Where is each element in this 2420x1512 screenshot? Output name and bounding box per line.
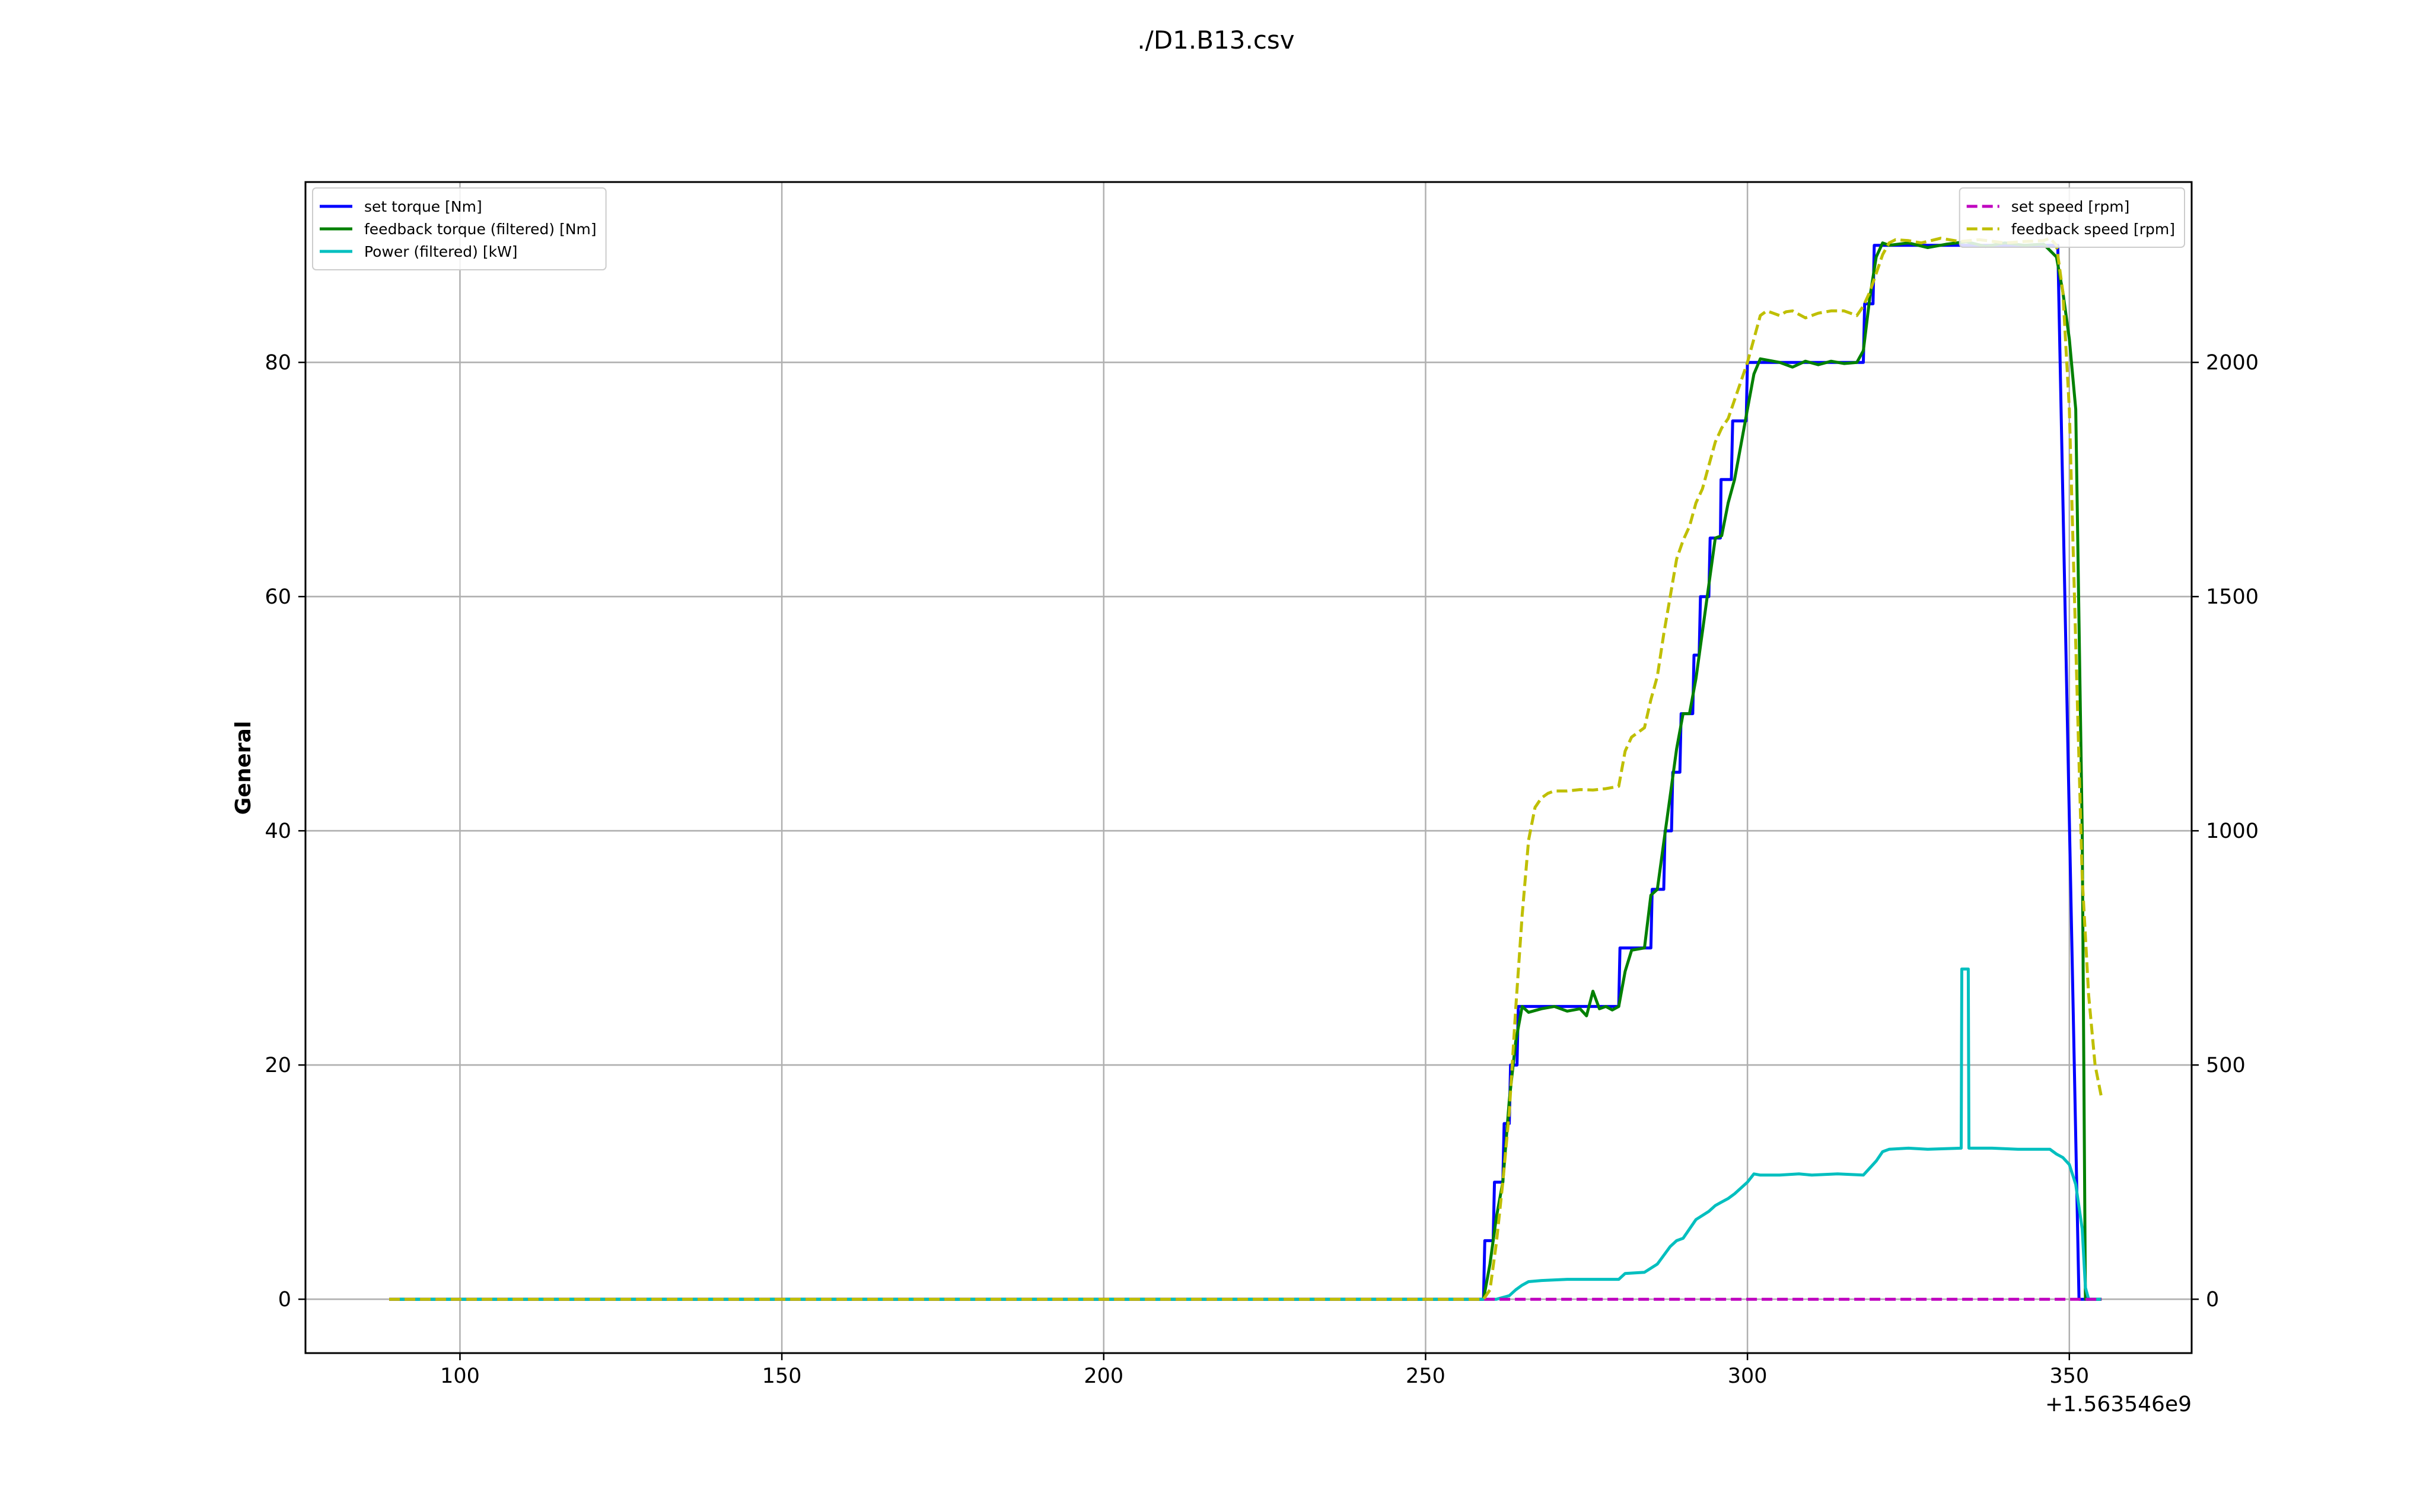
y-tick-label: 40 <box>265 819 291 843</box>
series-line-2 <box>389 967 2102 1301</box>
legend-left: set torque [Nm] feedback torque (filtered… <box>312 187 607 270</box>
y2-tick-label: 1000 <box>2206 819 2259 843</box>
series-line-0 <box>389 244 2102 1301</box>
y2-tick-label: 0 <box>2206 1288 2219 1312</box>
x-tick-label: 100 <box>440 1364 480 1388</box>
x-tick-label: 150 <box>762 1364 802 1388</box>
y-tick-label: 80 <box>265 351 291 375</box>
y2-tick-label: 500 <box>2206 1054 2246 1077</box>
y-tick-label: 60 <box>265 585 291 609</box>
x-tick-label: 250 <box>1406 1364 1445 1388</box>
plot-frame <box>304 181 2193 1354</box>
grid-lines <box>305 182 2192 1353</box>
legend-label: set torque [Nm] <box>364 198 482 215</box>
legend-label: feedback speed [rpm] <box>2011 221 2175 238</box>
x-tick-label: 300 <box>1728 1364 1768 1388</box>
series-line-4 <box>389 237 2103 1301</box>
x-tick-label: 200 <box>1084 1364 1123 1388</box>
legend-label: set speed [rpm] <box>2011 198 2130 215</box>
y-axis-label: General <box>231 721 256 815</box>
legend-left-box <box>312 187 607 270</box>
series-lines <box>389 237 2103 1301</box>
y-tick-label: 20 <box>265 1054 291 1077</box>
axes: 100 150 200 250 300 350 0 20 40 60 80 0 500 1000 1500 2… <box>265 351 2259 1388</box>
x-tick-label: 350 <box>2049 1364 2089 1388</box>
y2-tick-label: 2000 <box>2206 351 2259 375</box>
series-line-1 <box>389 240 2102 1301</box>
y2-tick-label: 1500 <box>2206 585 2259 609</box>
legend-right-box <box>1959 187 2185 248</box>
legend-label: Power (filtered) [kW] <box>364 243 518 260</box>
x-offset-label: +1.563546e9 <box>2045 1392 2192 1417</box>
legend-right: set speed [rpm] feedback speed [rpm] <box>1959 187 2185 248</box>
y-tick-label: 0 <box>278 1288 291 1312</box>
chart-title: ./D1.B13.csv <box>1137 25 1294 55</box>
legend-label: feedback torque (filtered) [Nm] <box>364 221 597 238</box>
